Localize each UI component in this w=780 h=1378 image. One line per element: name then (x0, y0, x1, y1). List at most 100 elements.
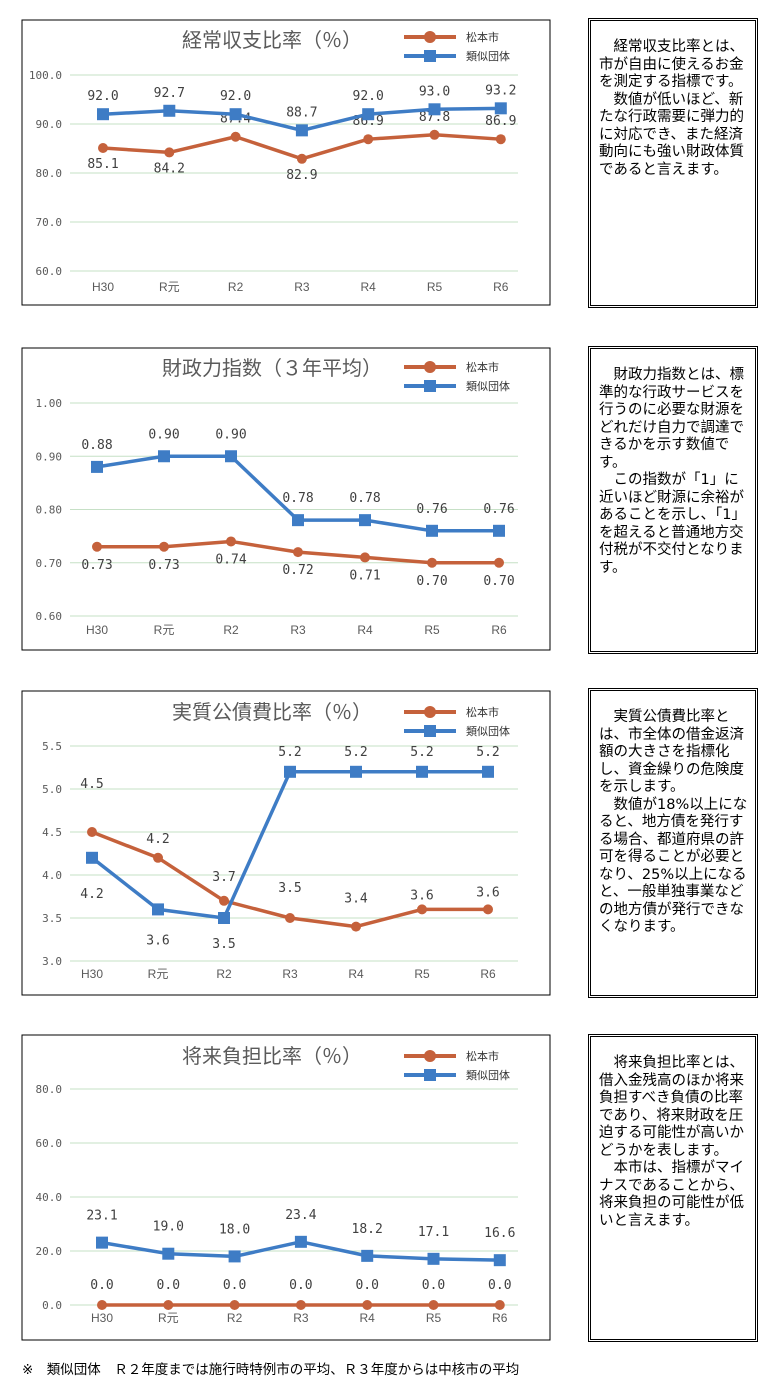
data-point (494, 557, 504, 568)
data-label: 0.0 (488, 1278, 511, 1293)
x-tick-label: R2 (223, 623, 239, 637)
data-point (218, 912, 230, 924)
data-point (417, 904, 427, 915)
data-point (163, 104, 176, 117)
data-point (284, 765, 296, 778)
data-point (351, 921, 361, 932)
data-point (86, 851, 98, 864)
data-point (92, 541, 102, 552)
legend-marker (424, 725, 436, 737)
data-label: 5.2 (344, 745, 367, 760)
x-tick-label: R6 (480, 967, 496, 981)
data-point (493, 524, 505, 537)
x-tick-label: H30 (91, 1311, 113, 1325)
chart-4: 0.0 20.0 40.0 60.0 80.0 H30 R元 R2 R3 R4 R5 R6 将来負担比率… (21, 1034, 551, 1341)
data-point (427, 557, 437, 568)
legend-label: 松本市 (466, 360, 499, 374)
data-label: 4.5 (80, 777, 103, 792)
data-point (230, 131, 241, 142)
data-label: 18.2 (352, 1222, 383, 1237)
data-label: 5.2 (476, 745, 499, 760)
data-label: 0.73 (81, 558, 112, 573)
x-tick-label: R元 (154, 623, 175, 637)
data-label: 4.2 (80, 887, 103, 902)
x-tick-label: H30 (86, 623, 108, 637)
chart-1: 60.0 70.0 80.0 90.0 100.0 H30 R元 R2 R3 R4 R5 R6 経常収支… (21, 19, 551, 306)
data-label: 92.0 (220, 89, 251, 104)
x-tick-label: R4 (357, 623, 373, 637)
data-point (293, 547, 303, 558)
data-label: 87.8 (419, 110, 450, 125)
legend-marker (424, 1050, 436, 1062)
data-point (158, 450, 170, 463)
data-point (294, 1235, 307, 1248)
legend-label: 類似団体 (466, 49, 510, 63)
data-label: 86.9 (353, 114, 384, 129)
y-tick-label: 60.0 (36, 1137, 63, 1150)
data-label: 0.78 (349, 491, 380, 506)
description-paragraph: 経常収支比率とは、市が自由に使えるお金を測定する指標です。 (599, 39, 744, 90)
y-tick-label: 100.0 (29, 69, 62, 82)
data-label: 0.76 (416, 502, 447, 517)
x-tick-label: R3 (290, 623, 306, 637)
description-paragraph: 数値が18%以上になると、地方債を発行する場合、都道府県の許可を得ることが必要と… (599, 796, 748, 936)
description-box-zaiseiryoku: 財政力指数とは、標準的な行政サービスを行うのに必要な財源をどれだけ自力で調達でき… (588, 346, 758, 654)
data-label: 3.6 (146, 933, 169, 948)
data-label: 0.0 (223, 1278, 246, 1293)
data-label: 0.72 (282, 563, 313, 578)
data-point (97, 108, 109, 121)
chart-title: 財政力指数（３年平均） (162, 356, 382, 380)
data-point (91, 460, 103, 473)
chart-frame (21, 690, 551, 996)
legend-label: 類似団体 (466, 1068, 510, 1082)
data-point (362, 108, 375, 121)
x-tick-label: R6 (491, 623, 507, 637)
data-label: 0.71 (349, 568, 380, 583)
data-label: 18.0 (219, 1222, 250, 1237)
data-point (98, 143, 108, 154)
description-paragraph: 本市は、指標がマイナスであることから、将来負担の可能性が低いと言えます。 (599, 1160, 744, 1229)
data-point (152, 903, 164, 916)
x-tick-label: R2 (227, 1311, 243, 1325)
data-point (96, 1236, 108, 1249)
description-paragraph: 数値が低いほど、新たな行政需要に弾力的に対応でき、また経済動向にも強い財政体質で… (599, 91, 744, 178)
x-tick-label: R元 (159, 280, 180, 294)
data-point (153, 852, 163, 863)
x-tick-label: R4 (361, 280, 377, 294)
chart-frame (21, 347, 551, 651)
data-point (360, 552, 370, 563)
description-box-keijo: 経常収支比率とは、市が自由に使えるお金を測定する指標です。 数値が低いほど、新た… (588, 18, 758, 308)
data-label: 3.6 (410, 888, 433, 903)
data-label: 0.0 (422, 1278, 445, 1293)
data-label: 92.7 (154, 86, 185, 101)
y-tick-label: 0.70 (36, 557, 63, 570)
x-tick-label: R4 (348, 967, 364, 981)
data-label: 0.90 (215, 427, 246, 442)
y-tick-label: 70.0 (36, 216, 63, 229)
y-tick-label: 3.5 (42, 912, 62, 925)
data-point (87, 827, 97, 837)
data-point (428, 103, 441, 116)
x-tick-label: R4 (360, 1311, 376, 1325)
data-label: 93.0 (419, 84, 450, 99)
data-point (493, 1254, 506, 1267)
data-label: 88.7 (286, 105, 317, 120)
x-tick-label: R元 (158, 1311, 179, 1325)
legend-marker (424, 361, 436, 373)
chart-frame (21, 19, 551, 306)
data-point (494, 102, 507, 115)
data-label: 0.0 (355, 1278, 378, 1293)
legend-label: 松本市 (466, 705, 499, 719)
data-point (97, 1300, 107, 1310)
description-paragraph: この指数が「1」に近いほど財源に余裕があることを示し、「1」を超えると普通地方交… (599, 472, 746, 576)
data-point (229, 108, 242, 121)
y-tick-label: 80.0 (36, 167, 63, 180)
y-tick-label: 90.0 (36, 118, 63, 131)
description-box-shorai: 将来負担比率とは、借入金残高のほか将来負担すべき負債の比率であり、将来財政を圧迫… (588, 1034, 758, 1342)
x-tick-label: R3 (293, 1311, 309, 1325)
data-point (416, 765, 428, 778)
chart-2: 0.60 0.70 0.80 0.90 1.00 H30 R元 R2 R3 R4 R5 R6 財政力指数… (21, 347, 551, 651)
x-tick-label: R6 (493, 280, 509, 294)
y-tick-label: 1.00 (36, 397, 63, 410)
x-tick-label: H30 (92, 280, 114, 294)
